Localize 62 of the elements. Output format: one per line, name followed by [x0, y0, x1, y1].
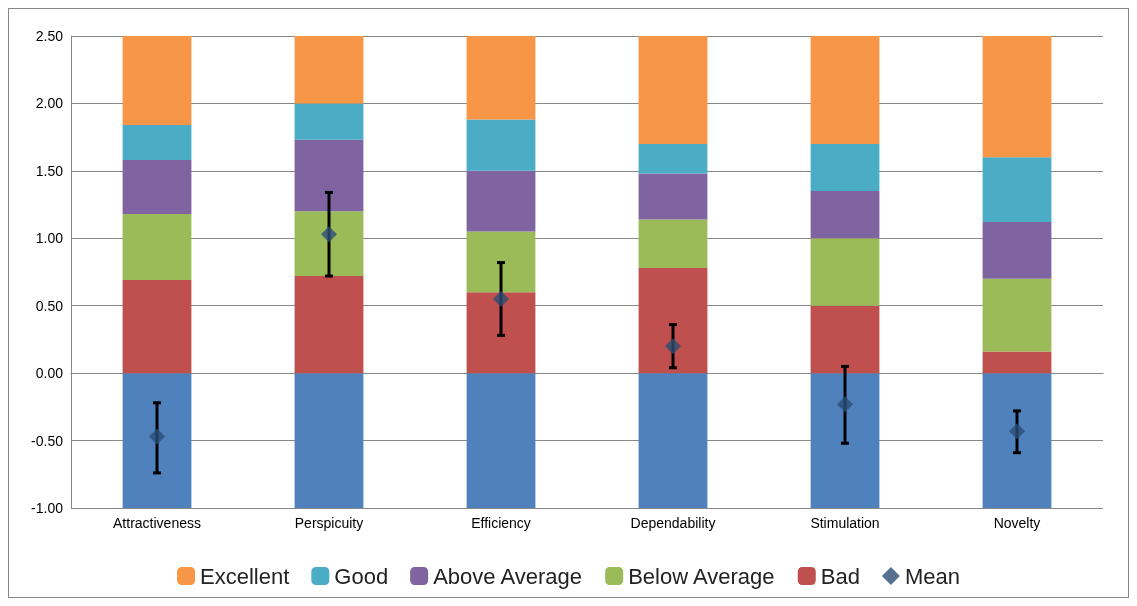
bar [122, 373, 192, 508]
bar [294, 139, 364, 212]
bar [466, 292, 536, 374]
bar [638, 36, 708, 144]
y-tick-label: 2.50 [35, 28, 64, 44]
bar [294, 276, 364, 374]
x-tick-label: Novelty [993, 515, 1041, 531]
bar [122, 36, 192, 126]
y-tick-label: 1.00 [35, 230, 64, 247]
y-tick-label: 2.00 [35, 95, 64, 112]
legend-label: Mean [904, 563, 960, 589]
bar [466, 373, 536, 508]
bar [810, 36, 880, 144]
point [665, 338, 681, 355]
bar [810, 143, 880, 192]
legend-label: Bad [820, 563, 860, 589]
bar [466, 36, 536, 120]
bar [638, 267, 708, 374]
bar [638, 173, 708, 220]
y-tick-label: -0.50 [31, 432, 64, 449]
bar [294, 211, 364, 277]
x-tick-label: Attractiveness [113, 515, 201, 531]
bar [638, 219, 708, 268]
bar [810, 191, 880, 239]
bar [982, 351, 1052, 374]
bar [638, 373, 708, 508]
x-tick-label: Perspicuity [294, 515, 364, 531]
legend-label: Above Average [433, 563, 582, 589]
bar [638, 143, 708, 174]
bar [294, 36, 364, 104]
point [321, 226, 337, 243]
bar [122, 125, 192, 161]
x-tick-label: Dependability [630, 515, 716, 531]
legend-label: Below Average [628, 563, 775, 589]
bar [466, 119, 536, 171]
bar [982, 373, 1052, 508]
y-tick-label: 0.50 [35, 297, 64, 314]
bar [810, 305, 880, 374]
x-tick-label: Efficiency [471, 515, 531, 531]
bar [294, 103, 364, 140]
bar [466, 231, 536, 293]
bar [810, 238, 880, 306]
bar [982, 278, 1052, 352]
point [837, 396, 853, 413]
x-tick-label: Stimulation [810, 515, 880, 531]
point [149, 428, 165, 445]
y-tick-label: -1.00 [31, 500, 64, 516]
bar [122, 160, 192, 215]
bar [810, 373, 880, 508]
bar [982, 157, 1052, 223]
bar [294, 373, 364, 508]
y-tick-label: 0.00 [35, 365, 64, 382]
legend-label: Excellent [200, 563, 290, 589]
point [1009, 423, 1025, 440]
bar [982, 222, 1052, 279]
bar [466, 170, 536, 232]
bar [982, 36, 1052, 158]
bar [122, 214, 192, 281]
y-tick-label: 1.50 [35, 162, 64, 179]
legend-label: Good [334, 563, 389, 589]
point [493, 290, 509, 307]
bar [122, 280, 192, 374]
